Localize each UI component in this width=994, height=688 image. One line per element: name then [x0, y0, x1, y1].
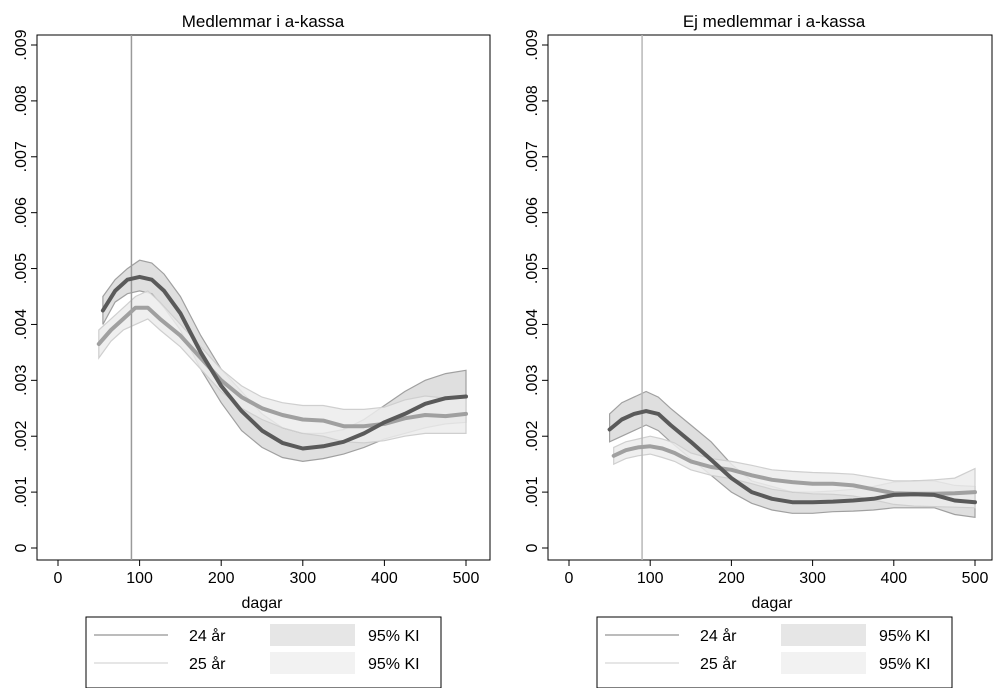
x-tick-label: 100	[126, 570, 153, 587]
legend-label: 24 år	[700, 627, 737, 645]
panel-medlemmar: Medlemmar i a-kassa 0 .001 .002 .003 .004 .005…	[13, 12, 491, 688]
x-tick-label: 100	[637, 570, 664, 587]
legend-swatch-area	[781, 624, 866, 646]
y-tick-label: .007	[524, 141, 541, 172]
legend-swatch-area	[270, 624, 355, 646]
y-tick-label: .005	[524, 253, 541, 284]
x-tick-label: 0	[54, 570, 63, 587]
legend-label: 95% KI	[368, 656, 420, 673]
y-tick-label: .008	[13, 85, 30, 116]
chart-title: Medlemmar i a-kassa	[182, 12, 345, 31]
y-tick-label: 0	[524, 543, 541, 552]
y-tick-label: .004	[524, 309, 541, 340]
y-tick-label: .004	[13, 309, 30, 340]
panel-ej-medlemmar: Ej medlemmar i a-kassa 0 .001 .002 .003 .004.…	[524, 12, 993, 688]
x-axis-label: dagar	[752, 595, 794, 612]
y-tick-label: 0	[13, 543, 30, 552]
x-axis-label: dagar	[242, 595, 284, 612]
chart-title: Ej medlemmar i a-kassa	[683, 12, 866, 31]
y-tick-label: .006	[13, 197, 30, 228]
legend-label: 95% KI	[879, 628, 931, 645]
y-tick-label: .008	[524, 85, 541, 116]
x-tick-label: 300	[289, 570, 316, 587]
legend: 24 år 95% KI 25 år 95% KI	[596, 616, 953, 688]
series-line-25	[96, 305, 468, 429]
y-tick-label: .003	[524, 365, 541, 396]
y-tick-label: .009	[13, 29, 30, 60]
y-tick-label: .001	[524, 476, 541, 507]
x-tick-label: 200	[208, 570, 235, 587]
y-tick-label: .005	[13, 253, 30, 284]
x-tick-label: 200	[718, 570, 745, 587]
legend: 24 år 95% KI 25 år 95% KI	[85, 616, 442, 688]
legend-label: 25 år	[700, 655, 737, 673]
legend-swatch-area	[270, 652, 355, 674]
y-tick-label: .007	[13, 141, 30, 172]
x-tick-label: 500	[962, 570, 989, 587]
legend-label: 25 år	[189, 655, 226, 673]
x-tick-label: 400	[880, 570, 907, 587]
x-tick-label: 500	[453, 570, 480, 587]
x-tick-label: 0	[565, 570, 574, 587]
x-tick-label: 400	[371, 570, 398, 587]
legend-label: 95% KI	[879, 656, 931, 673]
y-tick-label: .006	[524, 197, 541, 228]
legend-box	[596, 616, 953, 688]
x-tick-label: 300	[799, 570, 826, 587]
y-tick-label: .002	[524, 421, 541, 452]
y-tick-label: .009	[524, 29, 541, 60]
legend-label: 95% KI	[368, 628, 420, 645]
legend-swatch-area	[781, 652, 866, 674]
series-line-24	[100, 274, 468, 451]
legend-box	[85, 616, 442, 688]
y-tick-label: .002	[13, 421, 30, 452]
y-tick-label: .003	[13, 365, 30, 396]
y-tick-label: .001	[13, 476, 30, 507]
series-line-24	[607, 409, 977, 505]
legend-label: 24 år	[189, 627, 226, 645]
